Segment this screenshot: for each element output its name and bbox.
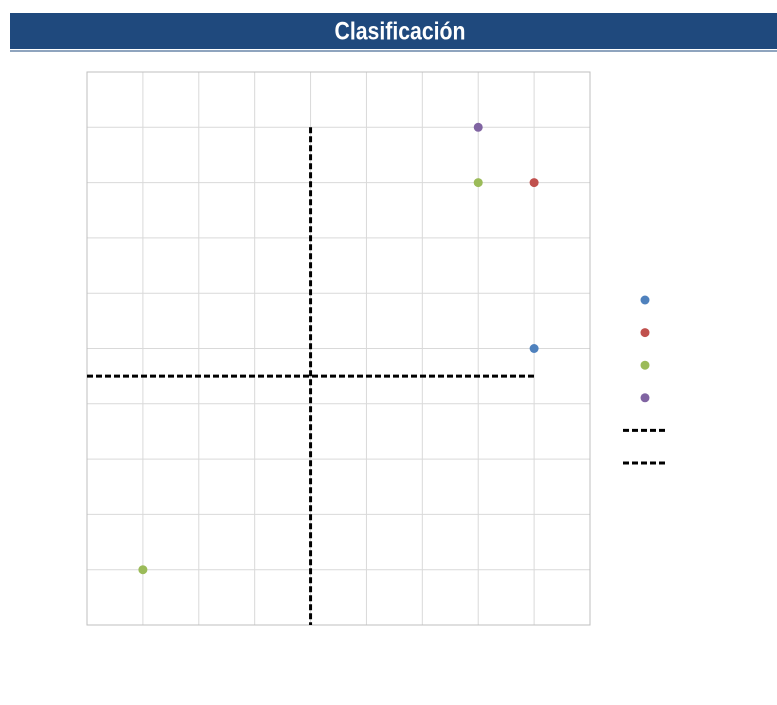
point [473,122,483,132]
point [473,178,483,188]
legend-marker [640,295,650,305]
title-banner [10,13,777,49]
point [529,178,539,188]
point [138,565,148,575]
plot-border [86,71,591,626]
legend-marker [640,393,650,403]
point [529,344,539,353]
chart-title: Clasificación [334,17,465,45]
legend-marker [640,328,650,338]
legend-marker [640,360,650,370]
